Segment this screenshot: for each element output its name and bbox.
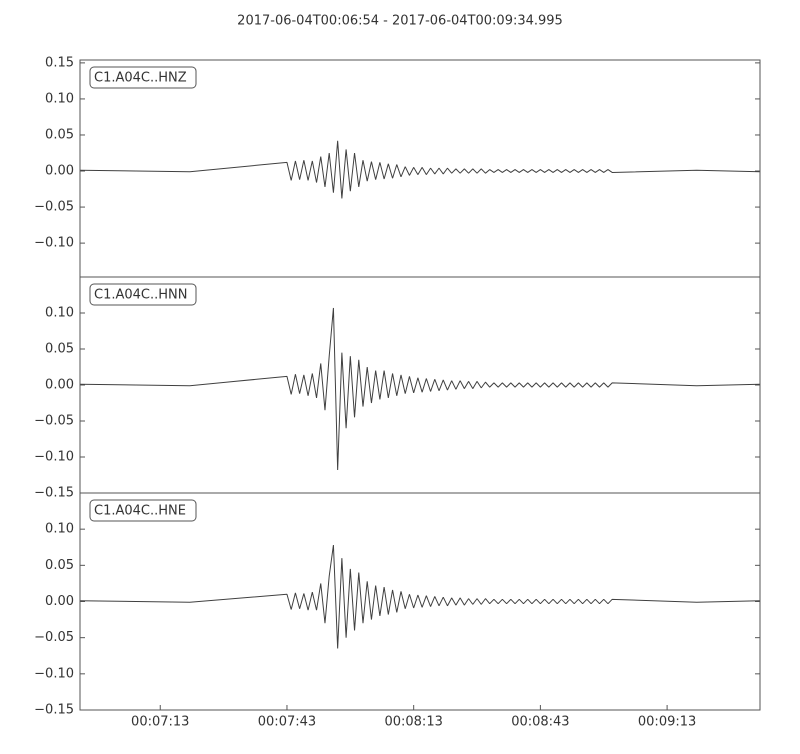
y-tick-label: 0.05: [45, 127, 74, 142]
trace-label: C1.A04C..HNZ: [94, 71, 187, 86]
y-tick-label: −0.15: [34, 486, 74, 501]
y-tick-label: −0.05: [34, 414, 74, 429]
waveform: [79, 307, 761, 470]
trace-label-box: [89, 499, 197, 522]
y-tick-label: 0.10: [45, 91, 74, 106]
y-tick-label: −0.05: [34, 630, 74, 645]
trace-label: C1.A04C..HNN: [94, 288, 187, 303]
y-tick-label: 0.05: [45, 558, 74, 573]
x-tick-label: 00:09:13: [638, 715, 696, 730]
y-tick-label: −0.10: [34, 236, 74, 251]
waveform: [79, 545, 761, 649]
y-tick-label: 0.15: [45, 55, 74, 70]
chart-title: 2017-06-04T00:06:54 - 2017-06-04T00:09:3…: [237, 14, 563, 29]
y-tick-label: 0.10: [45, 306, 74, 321]
x-tick-label: 00:07:13: [131, 715, 189, 730]
y-tick-label: 0.00: [45, 594, 74, 609]
trace-label-box: [89, 283, 197, 306]
panel-frame: [79, 492, 761, 711]
y-tick-label: −0.15: [34, 703, 74, 718]
trace-label: C1.A04C..HNE: [94, 504, 186, 519]
x-tick-label: 00:08:13: [384, 715, 442, 730]
y-tick-label: 0.05: [45, 342, 74, 357]
y-tick-label: 0.00: [45, 164, 74, 179]
y-tick-label: 0.10: [45, 522, 74, 537]
panel-frame: [79, 59, 761, 278]
x-tick-label: 00:07:43: [258, 715, 316, 730]
y-tick-label: −0.10: [34, 666, 74, 681]
x-tick-label: 00:08:43: [511, 715, 569, 730]
y-tick-label: −0.10: [34, 450, 74, 465]
waveform: [79, 140, 761, 199]
trace-label-box: [89, 66, 197, 89]
y-tick-label: −0.05: [34, 200, 74, 215]
y-tick-label: 0.00: [45, 378, 74, 393]
